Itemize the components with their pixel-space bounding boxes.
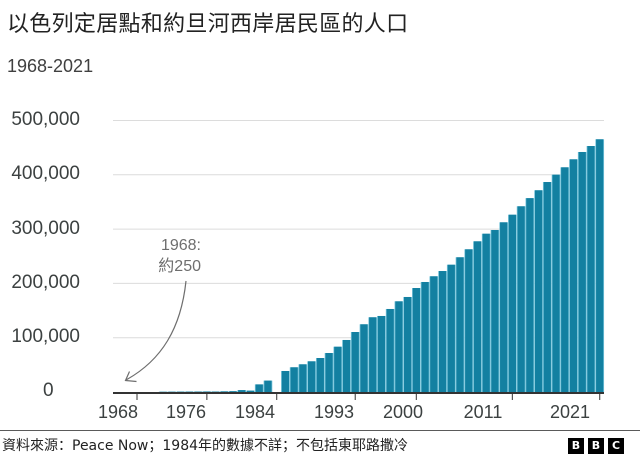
bar-1994	[359, 324, 369, 392]
bar-2005	[455, 257, 465, 392]
bar-2006	[464, 249, 474, 392]
bar-series	[158, 139, 605, 392]
chart-title: 以色列定居點和約旦河西岸居民區的人口	[7, 12, 409, 37]
bar-1979	[228, 391, 238, 392]
x-axis-baseline	[113, 392, 604, 394]
x-tick-label-2011: 2011	[463, 402, 503, 422]
bar-2012	[516, 206, 526, 392]
bar-2021	[595, 139, 605, 392]
bar-2016	[551, 174, 561, 392]
bar-1996	[377, 315, 386, 392]
bar-2000	[412, 288, 421, 392]
bar-2007	[473, 241, 482, 392]
bar-1986	[289, 367, 299, 392]
bar-2019	[577, 151, 587, 392]
bar-1982	[254, 384, 264, 392]
bar-1978	[219, 391, 229, 392]
bar-1997	[385, 308, 395, 392]
bar-2017	[560, 167, 570, 392]
bar-1999	[403, 296, 412, 392]
bar-1993	[350, 332, 360, 392]
bar-1989	[315, 358, 325, 392]
bar-1988	[307, 361, 316, 392]
x-tick-label-2000: 2000	[382, 402, 424, 422]
bar-2020	[586, 146, 596, 392]
bar-2002	[429, 276, 439, 392]
y-tick-label-500000: 500,000	[11, 109, 80, 130]
y-tick-label-300000: 300,000	[11, 218, 80, 239]
bar-2008	[481, 233, 491, 392]
x-tick-label-1968: 1968	[97, 402, 139, 422]
source-note: 資料來源：Peace Now；1984年的數據不詳；不包括東耶路撒冷	[2, 438, 409, 454]
bar-1985	[281, 370, 290, 392]
footer-divider	[0, 430, 640, 431]
bar-2013	[525, 198, 535, 392]
bar-2009	[490, 230, 500, 392]
bar-2015	[542, 182, 552, 392]
y-tick-label-400000: 400,000	[11, 163, 80, 184]
bar-1987	[298, 364, 308, 392]
bar-2001	[420, 281, 430, 392]
y-tick-label-100000: 100,000	[11, 326, 80, 347]
bar-2014	[534, 190, 543, 392]
bar-2011	[508, 214, 517, 392]
x-tick-label-1993: 1993	[313, 402, 355, 422]
bar-1998	[394, 301, 404, 392]
bar-1983	[263, 380, 273, 392]
bar-2003	[438, 271, 447, 392]
chart-subtitle: 1968-2021	[7, 56, 94, 76]
y-tick-label-0: 0	[43, 380, 54, 401]
bar-1976	[202, 391, 212, 392]
bar-1992	[342, 339, 351, 392]
bbc-logo-block-b1: B	[568, 438, 584, 454]
annotation-line-1: 1968:	[160, 237, 201, 254]
x-tick-label-1976: 1976	[165, 402, 207, 422]
bar-1990	[324, 353, 334, 392]
bar-2018	[569, 159, 578, 392]
annotation-line-2: 約250	[158, 258, 201, 275]
x-tick-label-2021: 2021	[549, 402, 591, 422]
y-tick-label-200000: 200,000	[11, 272, 80, 293]
x-axis-ticks	[136, 394, 601, 400]
annotation-arrow-icon	[124, 280, 187, 383]
bar-1980	[237, 390, 247, 392]
bar-1995	[368, 317, 378, 392]
bar-1991	[333, 346, 343, 392]
bbc-logo: B B C	[568, 438, 624, 454]
x-tick-label-1984: 1984	[234, 402, 276, 422]
bar-1981	[246, 390, 255, 392]
bbc-logo-block-c: C	[608, 438, 624, 454]
bar-2010	[499, 222, 509, 392]
bbc-logo-block-b2: B	[588, 438, 604, 454]
bar-2004	[446, 264, 456, 392]
